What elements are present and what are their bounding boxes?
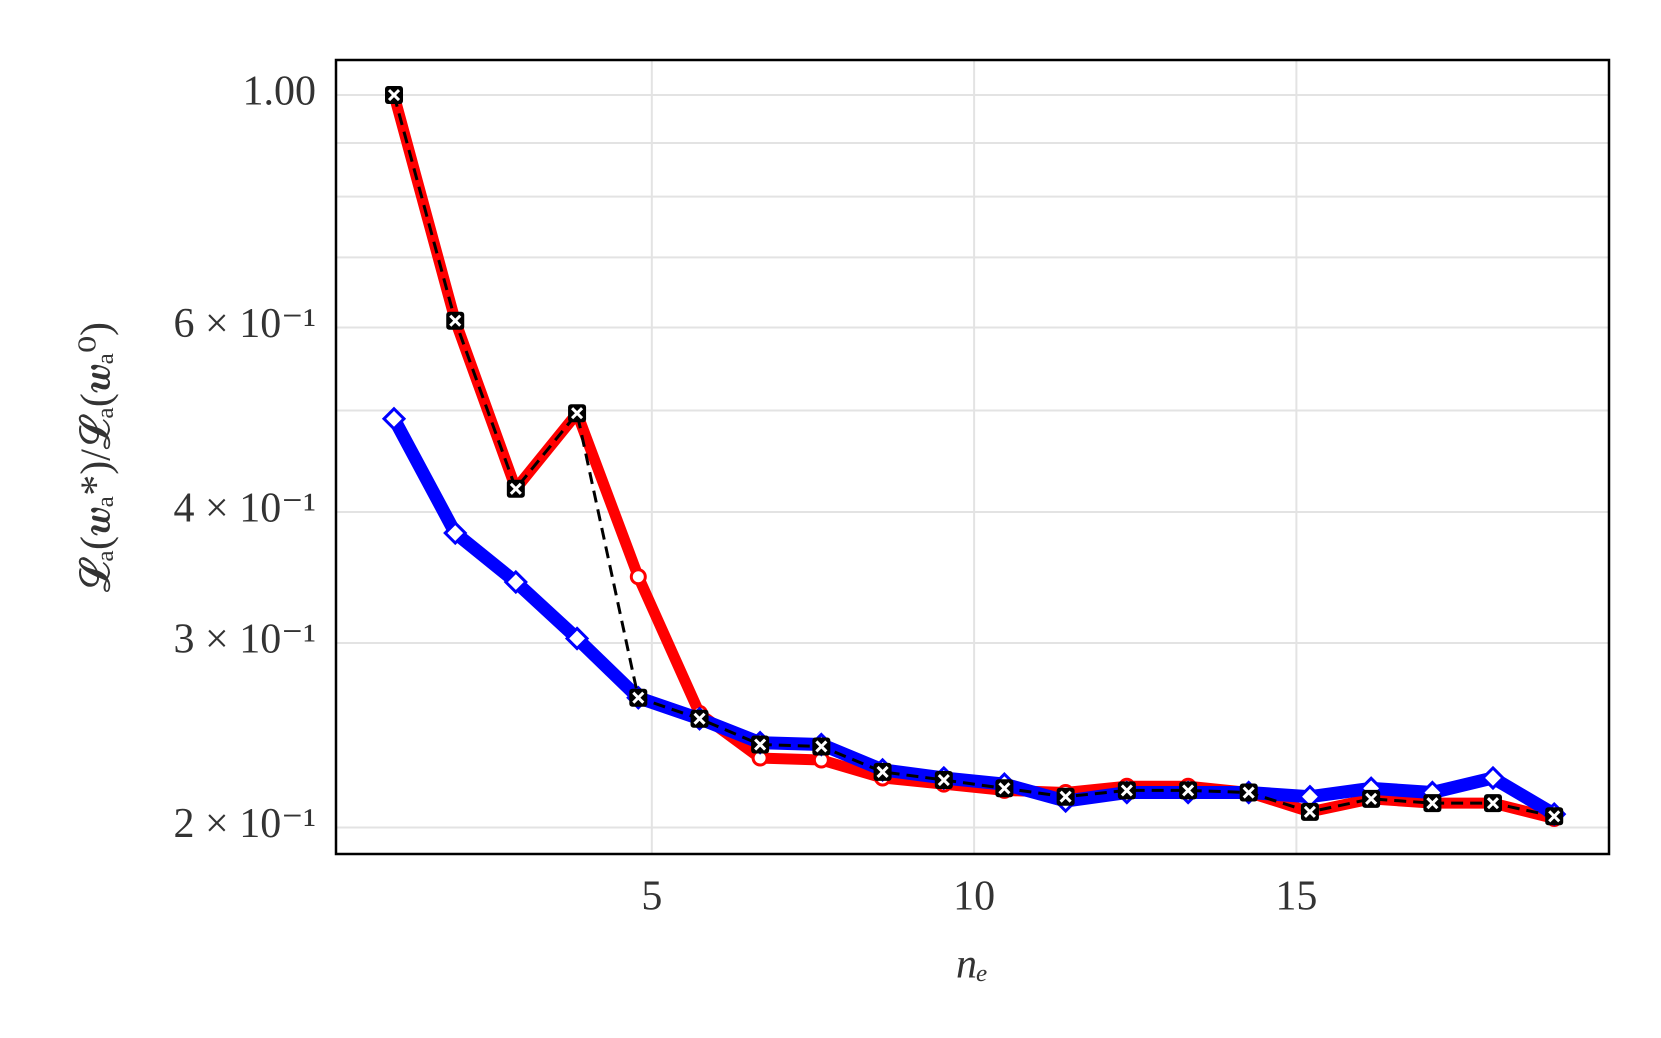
diamond-marker [564, 626, 590, 651]
x-marker [629, 688, 648, 707]
x-marker [1117, 781, 1136, 800]
diamond-marker [1480, 765, 1506, 791]
x-marker-cross [815, 740, 828, 753]
x-marker [506, 479, 525, 498]
x-marker [568, 404, 587, 423]
x-marker [1545, 807, 1564, 826]
x-marker-cross [1182, 784, 1195, 797]
y-tick-label: 3 × 10⁻¹ [174, 617, 316, 663]
x-tick-label: 5 [641, 874, 662, 920]
diamond-marker [503, 569, 528, 595]
y-axis-label: 𝓛ₐ(𝒘ₐ*)/𝓛ₐ(𝒘ₐ⁰) [74, 322, 120, 592]
circle-marker [629, 568, 647, 586]
x-marker-cross [876, 765, 889, 778]
y-tick-label: 1.00 [243, 69, 317, 115]
x-marker-cross [1365, 792, 1378, 805]
x-marker [1239, 783, 1258, 802]
grid [336, 60, 1609, 854]
x-marker-cross [387, 88, 401, 102]
x-marker-cross [1242, 786, 1255, 799]
x-marker [446, 311, 465, 330]
x-marker-cross [449, 314, 462, 327]
x-marker-cross [1486, 797, 1500, 810]
x-axis-label: nₑ [956, 942, 988, 988]
x-marker-cross [754, 738, 767, 751]
x-marker-cross [1426, 797, 1439, 810]
x-marker [1179, 781, 1198, 800]
x-marker [1362, 789, 1381, 808]
x-marker [995, 779, 1014, 798]
x-marker-cross [693, 712, 706, 725]
x-marker [1056, 787, 1075, 806]
x-marker-cross [998, 782, 1011, 795]
y-tick-label: 6 × 10⁻¹ [174, 301, 316, 347]
x-tick-label: 10 [953, 874, 995, 920]
x-marker-cross [1548, 810, 1561, 823]
x-marker-cross [571, 407, 584, 420]
x-marker [1483, 794, 1502, 813]
y-tick-label: 2 × 10⁻¹ [174, 801, 316, 847]
x-marker [812, 737, 831, 756]
x-marker [1423, 794, 1442, 813]
x-marker-cross [937, 773, 950, 787]
diamond-marker [381, 406, 407, 431]
plot-frame [334, 58, 1611, 856]
x-marker-cross [1120, 784, 1133, 797]
x-marker-cross [632, 691, 645, 704]
x-marker-cross [1303, 805, 1316, 818]
x-marker [934, 771, 953, 790]
y-tick-label: 4 × 10⁻¹ [174, 486, 316, 532]
x-marker-cross [1059, 790, 1072, 803]
x-marker [385, 86, 404, 105]
x-tick-label: 15 [1275, 874, 1317, 920]
diamond-marker [443, 520, 468, 546]
x-marker [1300, 802, 1319, 821]
series-line [392, 94, 1555, 818]
x-marker [751, 735, 770, 754]
x-marker [690, 709, 709, 728]
x-marker [873, 762, 892, 781]
x-marker-cross [509, 482, 522, 495]
